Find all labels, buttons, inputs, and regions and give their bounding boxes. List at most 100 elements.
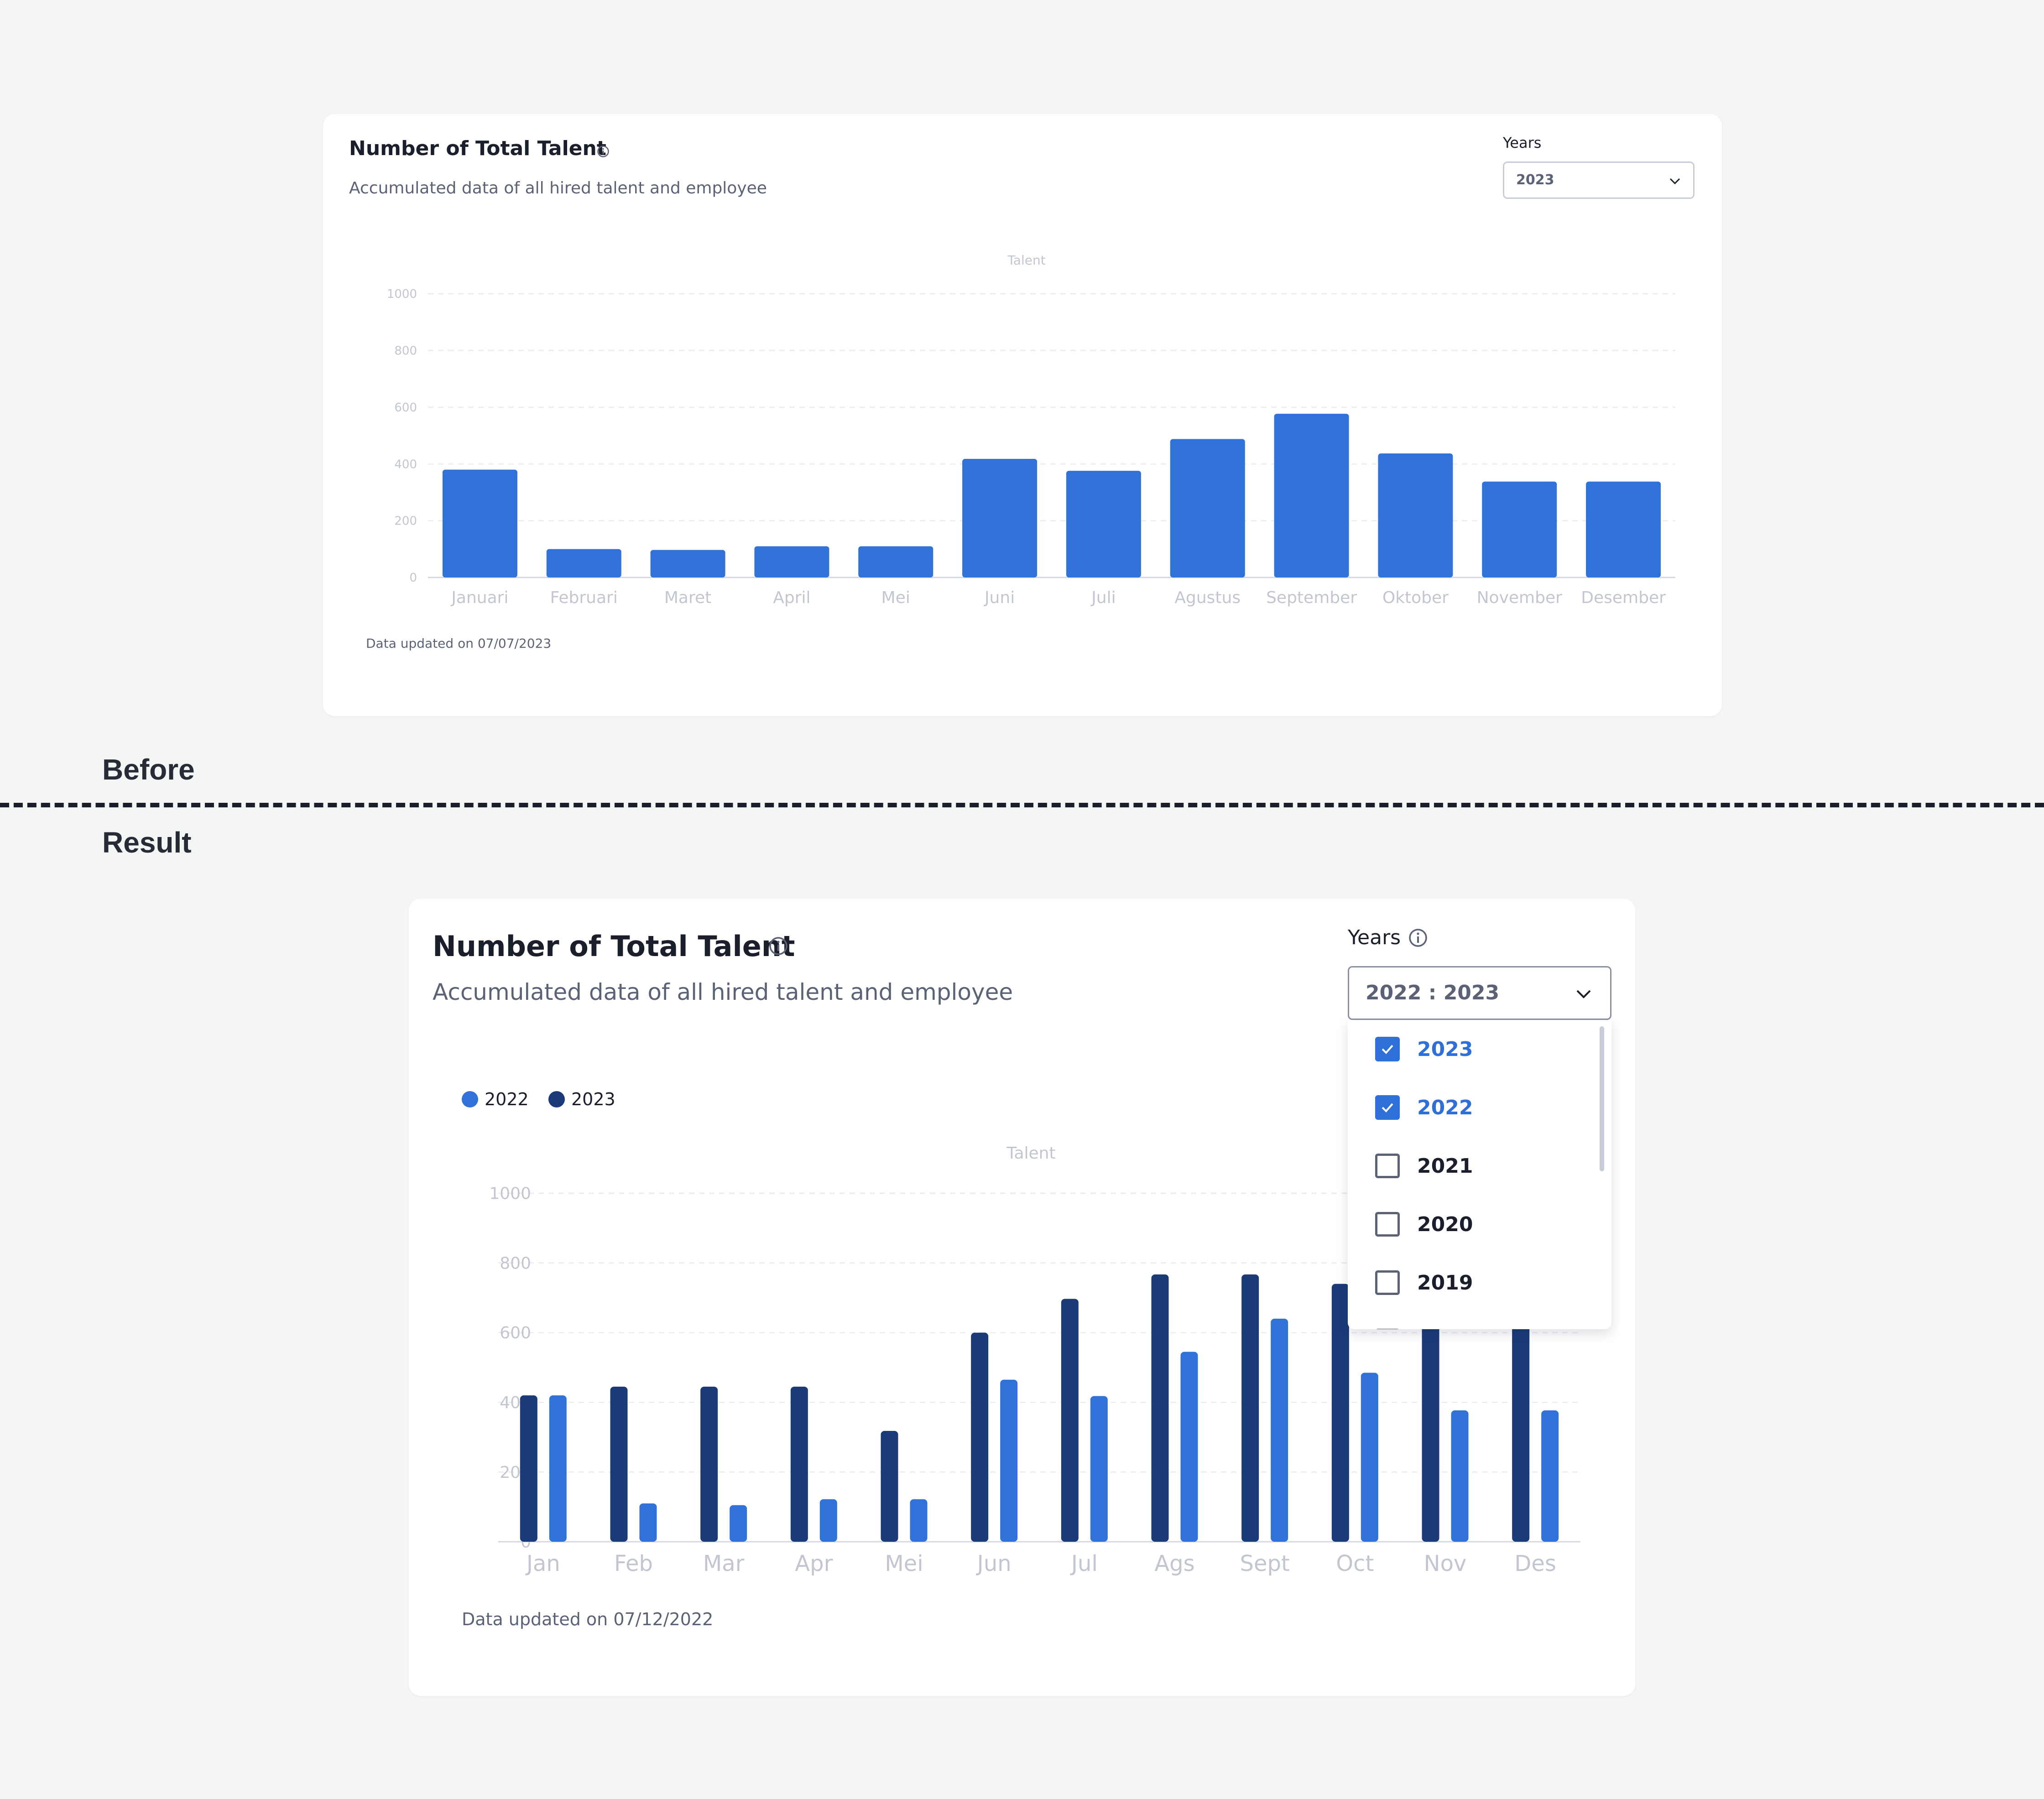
x-tick-label: Jul bbox=[1070, 1551, 1098, 1576]
x-tick-label: Oct bbox=[1336, 1551, 1374, 1576]
section-divider bbox=[0, 803, 2044, 807]
y-tick-label: 200 bbox=[394, 515, 417, 528]
bar-2022-jul bbox=[1090, 1396, 1108, 1542]
bar-2023-nov bbox=[1422, 1298, 1439, 1542]
legend-label: 2022 bbox=[485, 1089, 529, 1109]
card-subtitle: Accumulated data of all hired talent and… bbox=[349, 179, 767, 198]
checkbox-checked-icon[interactable] bbox=[1375, 1037, 1400, 1061]
year-option-2021[interactable]: 2021 bbox=[1375, 1152, 1473, 1180]
checkbox-icon[interactable] bbox=[1375, 1154, 1400, 1178]
bar-2022-feb bbox=[639, 1503, 657, 1542]
chart-title: Talent bbox=[1006, 1144, 1055, 1163]
x-tick-label: Jan bbox=[525, 1551, 560, 1576]
bar-2023-feb bbox=[610, 1387, 628, 1542]
bar-2022-des bbox=[1541, 1410, 1559, 1542]
result-card: Number of Total Talent Accumulated data … bbox=[409, 899, 1635, 1696]
bar-2023-des bbox=[1512, 1280, 1530, 1542]
y-tick-label: 400 bbox=[394, 458, 417, 471]
bar-agustus bbox=[1170, 439, 1245, 577]
bar-2022-mei bbox=[910, 1499, 928, 1542]
data-updated-text: Data updated on 07/07/2023 bbox=[366, 636, 552, 651]
bar-2022-ags bbox=[1180, 1352, 1198, 1542]
y-tick-label: 800 bbox=[500, 1254, 531, 1273]
y-tick-label: 1000 bbox=[489, 1185, 531, 1203]
x-tick-label: September bbox=[1266, 588, 1357, 607]
option-label: 2022 bbox=[1417, 1096, 1473, 1119]
info-icon[interactable] bbox=[1408, 928, 1428, 948]
x-tick-label: Nov bbox=[1424, 1551, 1467, 1576]
years-select-value: 2023 bbox=[1516, 172, 1554, 188]
year-option-2018[interactable]: 2018 bbox=[1375, 1327, 1473, 1329]
bar-2023-ags bbox=[1151, 1274, 1169, 1542]
years-dropdown-menu[interactable]: 2023 2022 2021 2020 2019 2018 bbox=[1348, 1020, 1611, 1329]
year-option-2020[interactable]: 2020 bbox=[1375, 1211, 1473, 1238]
legend-dot bbox=[462, 1091, 478, 1107]
talent-grouped-bar-chart: Talent02004006008001000JanFebMarAprMeiJu… bbox=[489, 1144, 1580, 1576]
legend-label: 2023 bbox=[571, 1089, 615, 1109]
y-tick-label: 800 bbox=[394, 344, 417, 358]
years-select[interactable]: 2023 bbox=[1503, 161, 1695, 199]
x-tick-label: Feb bbox=[614, 1551, 653, 1576]
x-tick-label: Maret bbox=[664, 588, 711, 607]
x-tick-label: Apr bbox=[795, 1551, 833, 1576]
bar-februari bbox=[546, 549, 621, 577]
y-tick-label: 1000 bbox=[387, 287, 417, 301]
card-subtitle: Accumulated data of all hired talent and… bbox=[433, 979, 1013, 1005]
checkbox-icon[interactable] bbox=[1375, 1212, 1400, 1237]
bar-2023-apr bbox=[790, 1387, 808, 1542]
card-title: Number of Total Talent bbox=[349, 137, 606, 160]
bar-2023-sept bbox=[1241, 1274, 1259, 1542]
before-card: Number of Total Talent Accumulated data … bbox=[323, 114, 1722, 716]
bar-2022-apr bbox=[819, 1499, 837, 1542]
bar-2023-mar bbox=[700, 1387, 718, 1542]
bar-2023-jun bbox=[971, 1332, 989, 1542]
chevron-down-icon bbox=[1668, 174, 1682, 188]
x-tick-label: Mei bbox=[885, 1551, 923, 1576]
chart-title: Talent bbox=[1007, 253, 1045, 268]
x-tick-label: Mar bbox=[703, 1551, 745, 1576]
bar-januari bbox=[442, 469, 517, 577]
bar-2023-jul bbox=[1061, 1299, 1079, 1542]
bar-juli bbox=[1066, 471, 1141, 577]
checkbox-icon[interactable] bbox=[1375, 1270, 1400, 1295]
year-option-2022[interactable]: 2022 bbox=[1375, 1094, 1473, 1121]
bar-2022-sept bbox=[1271, 1319, 1288, 1542]
x-tick-label: Agustus bbox=[1174, 588, 1241, 607]
bar-2023-jan bbox=[520, 1395, 537, 1542]
legend-item-2022[interactable]: 2022 bbox=[462, 1089, 529, 1109]
dropdown-scrollbar[interactable] bbox=[1600, 1026, 1604, 1171]
years-multi-select[interactable]: 2022 : 2023 bbox=[1348, 966, 1611, 1020]
bar-oktober bbox=[1378, 453, 1453, 577]
x-tick-label: November bbox=[1477, 588, 1562, 607]
bar-2022-mar bbox=[730, 1505, 747, 1542]
x-tick-label: Juni bbox=[984, 588, 1015, 607]
y-tick-label: 600 bbox=[394, 401, 417, 415]
years-label: Years bbox=[1348, 926, 1401, 949]
x-tick-label: Jun bbox=[976, 1551, 1012, 1576]
info-icon[interactable] bbox=[768, 936, 788, 956]
chevron-down-icon bbox=[1574, 984, 1594, 1004]
y-tick-label: 0 bbox=[409, 571, 417, 585]
x-tick-label: Desember bbox=[1581, 588, 1666, 607]
legend-item-2023[interactable]: 2023 bbox=[548, 1089, 615, 1109]
bar-november bbox=[1482, 481, 1557, 577]
option-label: 2020 bbox=[1417, 1212, 1473, 1236]
checkbox-checked-icon[interactable] bbox=[1375, 1095, 1400, 1120]
year-option-2023[interactable]: 2023 bbox=[1375, 1035, 1473, 1063]
bar-juni bbox=[962, 459, 1038, 577]
x-tick-label: Sept bbox=[1240, 1551, 1290, 1576]
data-updated-text: Data updated on 07/12/2022 bbox=[462, 1609, 714, 1629]
years-label: Years bbox=[1503, 134, 1542, 151]
bar-september bbox=[1274, 414, 1349, 577]
bar-2023-oct bbox=[1331, 1284, 1349, 1542]
year-option-2019[interactable]: 2019 bbox=[1375, 1269, 1473, 1296]
x-tick-label: Juli bbox=[1090, 588, 1116, 607]
option-label: 2021 bbox=[1417, 1154, 1473, 1178]
bar-2022-jun bbox=[1000, 1379, 1018, 1542]
x-tick-label: Des bbox=[1514, 1551, 1556, 1576]
bar-maret bbox=[650, 550, 725, 577]
info-icon[interactable] bbox=[597, 145, 610, 158]
talent-bar-chart: Talent 0 200 400 600 800 1000 Januari Februari Ma… bbox=[387, 253, 1675, 607]
bar-april bbox=[754, 546, 829, 577]
bar-2023-mei bbox=[881, 1431, 898, 1542]
